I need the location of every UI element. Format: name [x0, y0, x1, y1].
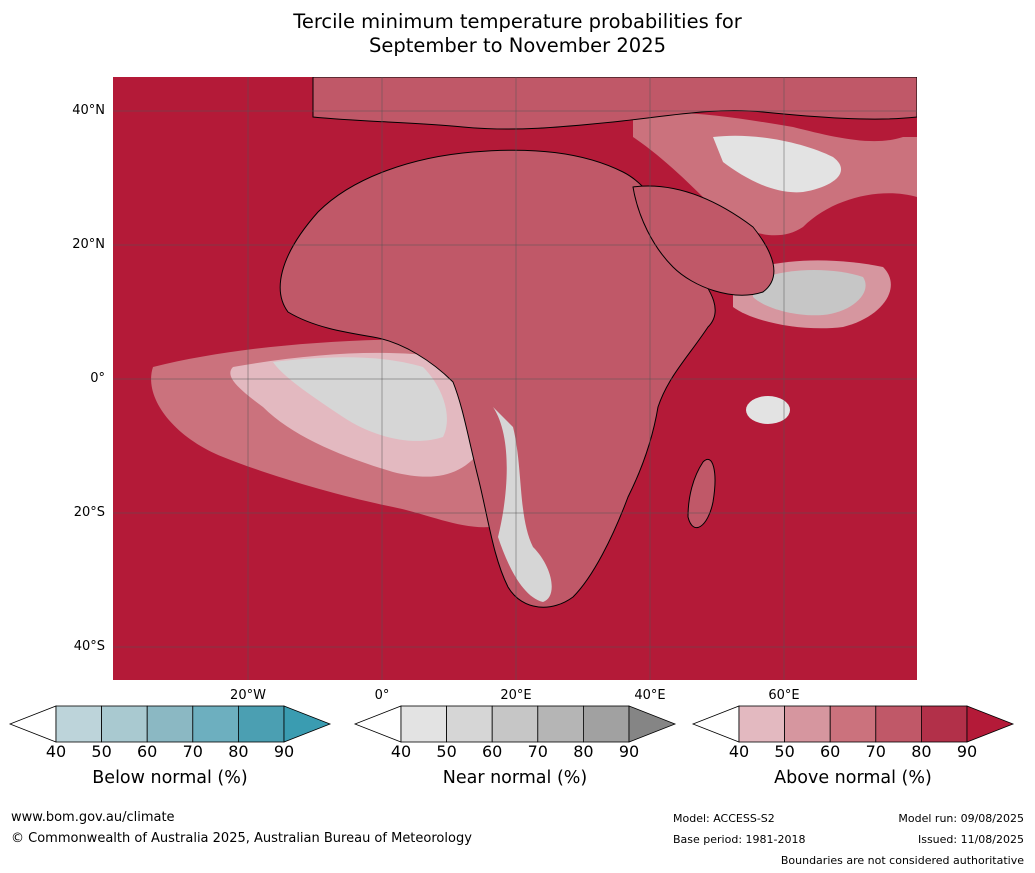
- lon-label-0: 0°: [374, 688, 390, 703]
- colorbar-tick-label: 90: [273, 742, 295, 761]
- lon-label-20w: 20°W: [230, 688, 266, 703]
- colorbar-tick-label: 60: [820, 742, 841, 761]
- colorbar-title: Near normal (%): [442, 768, 588, 788]
- colorbar-segment: [237, 705, 285, 743]
- footer-disclaimer: Boundaries are not considered authoritat…: [780, 854, 1024, 867]
- colorbar-tick-label: 70: [865, 742, 886, 761]
- atlantic-near-normal: [273, 357, 447, 441]
- title-line-1: Tercile minimum temperature probabilitie…: [293, 10, 742, 33]
- colorbar-extend-low: [691, 705, 740, 743]
- colorbar-tick-label: 40: [390, 742, 412, 761]
- lat-label-20s: 20°S: [73, 505, 105, 520]
- colorbar-segment: [875, 705, 922, 743]
- colorbar-tick-label: 70: [527, 742, 548, 761]
- title-line-2: September to November 2025: [368, 34, 667, 57]
- colorbar-2: [691, 705, 1015, 743]
- colorbar-tick-label: 40: [45, 742, 67, 761]
- colorbar-extend-high: [283, 705, 332, 743]
- colorbar-segment: [583, 705, 630, 743]
- colorbar-title: Below normal (%): [92, 768, 248, 788]
- colorbar-segment: [146, 705, 194, 743]
- colorbar-segment: [491, 705, 539, 743]
- footer-copyright: © Commonwealth of Australia 2025, Austra…: [11, 831, 472, 846]
- probability-map: [113, 77, 917, 680]
- colorbar-tick-label: 80: [573, 742, 594, 761]
- colorbar-segment: [921, 705, 968, 743]
- middle-east-near: [713, 135, 842, 193]
- colorbar-segment: [537, 705, 584, 743]
- colorbar-tick-label: 70: [182, 742, 203, 761]
- namib-near-normal: [493, 407, 552, 602]
- lat-label-20n: 20°N: [72, 237, 105, 252]
- indian-ocean-spot: [746, 396, 790, 424]
- colorbar-segment: [101, 705, 148, 743]
- colorbar-segment: [400, 705, 447, 743]
- colorbar-tick-label: 90: [618, 742, 640, 761]
- lon-label-20e: 20°E: [500, 688, 532, 703]
- colorbar-extend-high: [966, 705, 1015, 743]
- map-panel: [113, 77, 917, 680]
- footer-issued: Issued: 11/08/2025: [917, 833, 1024, 846]
- colorbar-tick-label: 60: [137, 742, 158, 761]
- lon-label-40e: 40°E: [634, 688, 666, 703]
- colorbar-tick-label: 50: [91, 742, 112, 761]
- colorbar-extend-low: [353, 705, 402, 743]
- africa-landmass: [279, 149, 716, 608]
- lat-label-0: 0°: [90, 371, 105, 386]
- europe-coast: [312, 77, 917, 130]
- colorbar-tick-label: 60: [482, 742, 503, 761]
- colorbar-segment: [784, 705, 831, 743]
- chart-title: Tercile minimum temperature probabilitie…: [0, 10, 1035, 58]
- colorbar-extend-low: [8, 705, 57, 743]
- lon-label-60e: 60°E: [768, 688, 800, 703]
- footer-model: Model: ACCESS-S2: [673, 812, 775, 825]
- colorbar-segment: [192, 705, 239, 743]
- arabian-peninsula: [632, 185, 775, 296]
- colorbar-tick-label: 50: [774, 742, 795, 761]
- colorbars: [8, 705, 1015, 743]
- footer-model-run: Model run: 09/08/2025: [898, 812, 1024, 825]
- footer-base-period: Base period: 1981-2018: [673, 833, 806, 846]
- colorbar-0: [8, 705, 332, 743]
- lat-label-40s: 40°S: [73, 639, 105, 654]
- colorbar-tick-label: 40: [728, 742, 750, 761]
- colorbar-1: [353, 705, 677, 743]
- colorbar-segment: [55, 705, 102, 743]
- colorbar-segment: [829, 705, 877, 743]
- madagascar: [687, 459, 716, 529]
- colorbar-tick-label: 50: [436, 742, 457, 761]
- colorbar-segment: [446, 705, 493, 743]
- arabian-sea-near: [753, 270, 866, 316]
- colorbar-tick-label: 90: [956, 742, 978, 761]
- colorbar-tick-label: 80: [911, 742, 932, 761]
- colorbar-segment: [738, 705, 785, 743]
- colorbar-tick-label: 80: [228, 742, 249, 761]
- colorbar-title: Above normal (%): [774, 768, 932, 788]
- colorbar-extend-high: [628, 705, 677, 743]
- footer-url: www.bom.gov.au/climate: [11, 810, 175, 825]
- lat-label-40n: 40°N: [72, 103, 105, 118]
- graticule: [113, 77, 917, 680]
